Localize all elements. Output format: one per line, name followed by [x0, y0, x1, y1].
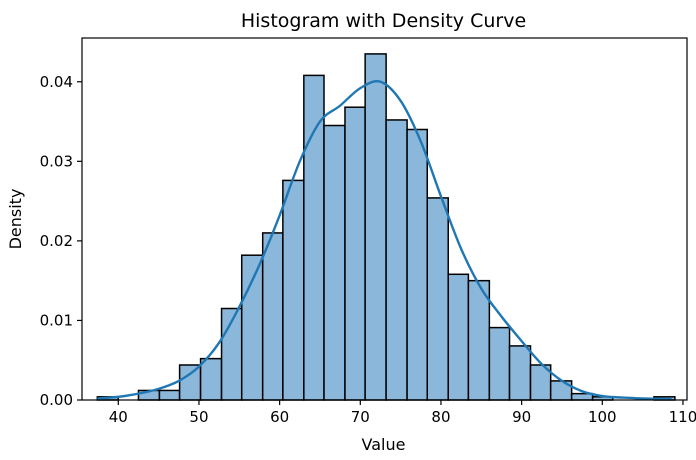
histogram-bar	[488, 326, 511, 401]
histogram-bar	[199, 357, 223, 401]
y-tick-label: 0.00	[40, 391, 73, 409]
x-axis-label: Value	[362, 435, 406, 454]
histogram-bar	[282, 179, 305, 401]
plot-frame	[81, 37, 688, 401]
density-curve	[97, 80, 672, 401]
x-tick-label: 40	[109, 408, 128, 426]
y-axis: 0.00 0.01 0.02 0.03 0.04	[40, 73, 82, 409]
histogram-bar	[323, 124, 346, 401]
y-tick-label: 0.04	[40, 73, 73, 91]
x-tick-label: 110	[669, 408, 696, 426]
x-tick-label: 90	[512, 408, 531, 426]
y-tick-label: 0.01	[40, 311, 73, 329]
histogram-bar	[508, 345, 532, 401]
histogram-bar	[303, 74, 325, 401]
x-tick-label: 60	[270, 408, 289, 426]
histogram-bar	[240, 254, 264, 401]
histogram-bar	[447, 273, 470, 401]
histogram-bar	[261, 232, 284, 401]
histogram-bar	[158, 389, 181, 401]
x-tick-label: 50	[189, 408, 208, 426]
histogram-bar	[344, 106, 366, 401]
y-tick-label: 0.02	[40, 232, 73, 250]
histogram-bar	[364, 53, 387, 401]
histogram-bar	[426, 197, 449, 401]
chart-title: Histogram with Density Curve	[241, 10, 526, 32]
x-tick-label: 100	[588, 408, 617, 426]
histogram-bars	[96, 53, 676, 401]
histogram-bar	[467, 279, 491, 401]
x-axis: 40 50 60 70 80 90 100 110	[109, 400, 696, 426]
histogram-bar	[406, 128, 429, 401]
histogram-bar	[178, 364, 202, 401]
y-tick-label: 0.03	[40, 152, 73, 170]
density-curve-layer	[97, 80, 672, 401]
histogram-bar	[385, 119, 408, 401]
x-tick-label: 80	[431, 408, 450, 426]
y-axis-label: Density	[6, 189, 25, 250]
x-tick-label: 70	[351, 408, 370, 426]
